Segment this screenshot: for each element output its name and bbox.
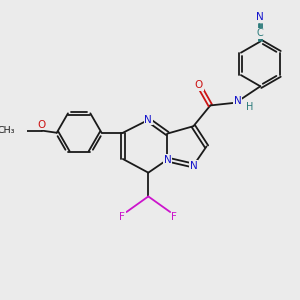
Text: H: H <box>246 102 254 112</box>
Text: N: N <box>164 154 171 164</box>
Text: F: F <box>171 212 177 222</box>
Text: N: N <box>234 96 242 106</box>
Text: C: C <box>256 28 263 38</box>
Text: F: F <box>119 212 125 222</box>
Text: N: N <box>256 12 264 22</box>
Text: O: O <box>37 120 45 130</box>
Text: N: N <box>190 160 197 171</box>
Text: N: N <box>144 115 152 125</box>
Text: CH₃: CH₃ <box>0 126 15 135</box>
Text: O: O <box>195 80 203 90</box>
